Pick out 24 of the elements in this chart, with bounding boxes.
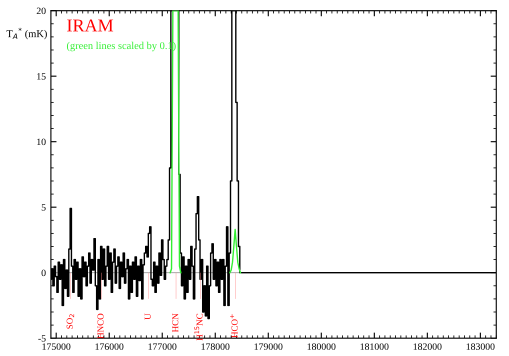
annotation: SO$_{2}$	[66, 314, 74, 329]
x-tick-label: 177000	[148, 343, 176, 350]
x-tick-label: 183000	[466, 343, 495, 350]
chart-title: IRAM	[67, 19, 114, 32]
y-tick-label: 20	[36, 8, 46, 14]
annotation: HNCO	[97, 314, 104, 339]
annotation: HCN	[172, 314, 178, 332]
annotation: H$^{15}$NC	[194, 314, 203, 340]
x-tick-label: 182000	[414, 343, 442, 350]
x-tick-label: 181000	[360, 343, 389, 350]
annotation: HCO$^{+}$	[230, 314, 238, 338]
y-tick-label: 10	[37, 138, 46, 146]
y-tick-label: 0	[42, 270, 46, 276]
y-tick-label: 5	[42, 204, 46, 211]
x-tick-label: 179000	[254, 343, 282, 350]
y-axis-title: T$_{A}$$^{*}$ (mK)	[6, 28, 47, 40]
annotation: U	[144, 313, 151, 320]
y-tick-label: 15	[37, 73, 46, 80]
x-tick-label: 175000	[42, 343, 70, 350]
y-tick-label: -5	[38, 335, 46, 342]
line-series	[229, 228, 242, 274]
x-tick-label: 178000	[202, 343, 230, 350]
x-tick-label: 176000	[95, 343, 124, 350]
x-tick-label: 180000	[308, 343, 336, 350]
